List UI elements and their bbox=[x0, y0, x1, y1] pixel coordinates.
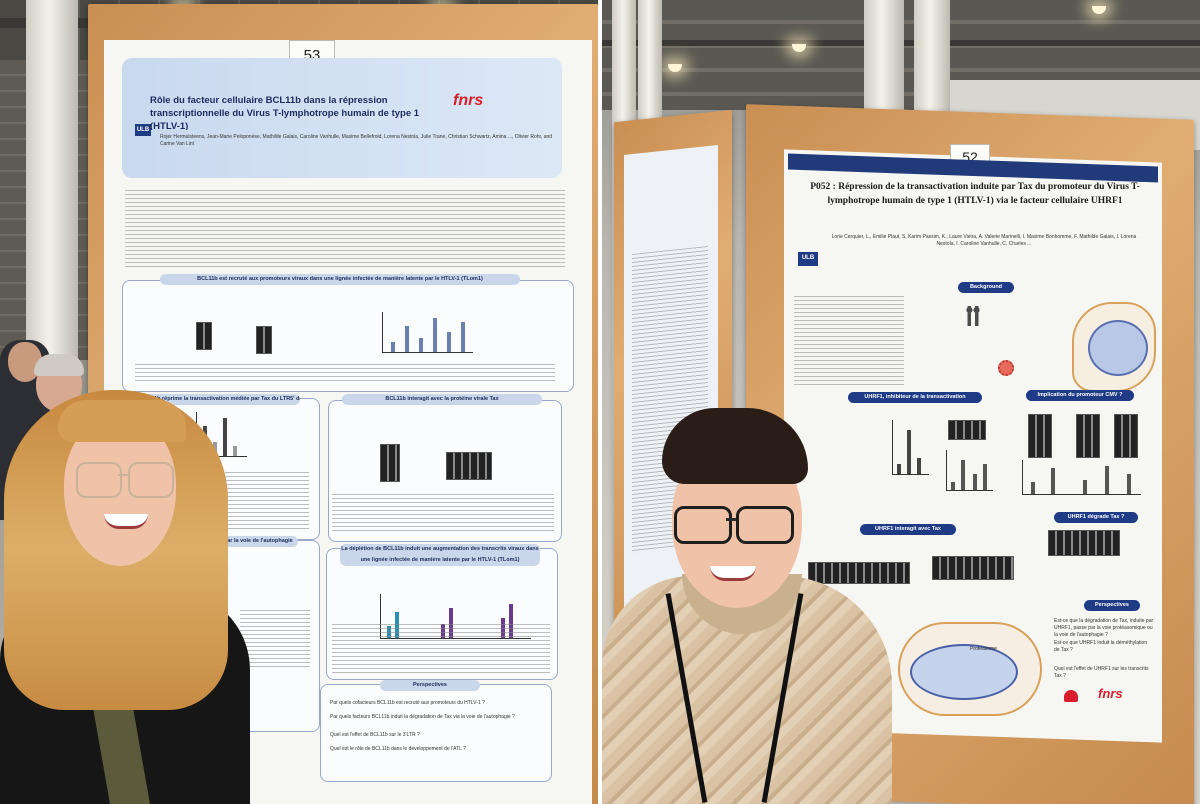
left-photo: 53 ULB Rôle du facteur cellulaire BCL11b… bbox=[0, 0, 598, 804]
western-blot bbox=[256, 326, 272, 354]
fnrs-logo: fnrs bbox=[1098, 686, 1123, 701]
poster-section bbox=[320, 684, 552, 782]
right-photo: 52 P052 : Répression de la transactivati… bbox=[602, 0, 1200, 804]
poster-authors: Lorie Cerquier, L., Emilie Plaut, S, Kar… bbox=[831, 234, 1137, 247]
western-blot bbox=[446, 452, 492, 480]
background-person-hair bbox=[34, 354, 84, 376]
section-heading: BCL11b interagit avec la protéine virale… bbox=[342, 394, 542, 405]
bar-chart bbox=[382, 312, 473, 353]
smile bbox=[710, 566, 756, 581]
perspective-item: Est-ce que UHRF1 induit la déméthylation… bbox=[1054, 640, 1148, 653]
section-heading: UHRF1, inhibiteur de la transactivation bbox=[848, 392, 982, 403]
ceiling-lamp bbox=[668, 64, 682, 72]
western-blot bbox=[380, 444, 400, 482]
heart-logo-icon bbox=[1064, 690, 1078, 702]
section-text bbox=[225, 472, 309, 532]
section-heading: UHRF1 interagit avec Tax bbox=[860, 524, 956, 535]
section-heading: Tax par la voie de l'autophagie bbox=[208, 536, 298, 547]
virus-icon bbox=[998, 360, 1014, 376]
nucleus bbox=[910, 644, 1018, 700]
section-heading: BCL11b réprime la transactivation médiée… bbox=[140, 394, 300, 405]
ceiling-lamp bbox=[792, 44, 806, 52]
man-hair bbox=[662, 408, 808, 484]
pillar bbox=[26, 0, 78, 360]
proteasome-label: Protéasome bbox=[970, 646, 997, 652]
perspective-item: Quel est l'effet de BCL11b sur le 3'LTR … bbox=[330, 732, 420, 738]
bar-chart bbox=[892, 420, 929, 475]
western-blot bbox=[1028, 414, 1052, 458]
glasses-lens bbox=[674, 506, 732, 544]
western-blot bbox=[1048, 530, 1120, 556]
poster-authors: Rojer Hermalsteens, Jean-Marie Peloponès… bbox=[160, 134, 553, 147]
glasses-bridge bbox=[118, 474, 128, 476]
section-heading: Perspectives bbox=[1084, 600, 1140, 611]
western-blot bbox=[948, 420, 986, 440]
western-blot bbox=[808, 562, 910, 584]
section-heading: Perspectives bbox=[380, 680, 480, 691]
bar-chart bbox=[1022, 460, 1141, 495]
nucleus bbox=[1088, 320, 1148, 376]
section-heading: Implication du promoteur CMV ? bbox=[1026, 390, 1134, 401]
section-heading: La déplétion de BCL11b induit une augmen… bbox=[340, 544, 540, 566]
poster-title: P052 : Répression de la transactivation … bbox=[810, 182, 1140, 206]
woman-fringe bbox=[58, 400, 186, 442]
ulb-logo: ULB bbox=[135, 124, 151, 136]
photo-divider bbox=[598, 0, 602, 804]
fnrs-logo: fnrs bbox=[453, 92, 484, 109]
section-text bbox=[794, 296, 904, 386]
western-blot bbox=[1114, 414, 1138, 458]
glasses-lens bbox=[128, 462, 174, 498]
section-text bbox=[240, 610, 310, 670]
perspective-item: Par quels facteurs BCL11b induit la dégr… bbox=[330, 714, 515, 720]
glasses-bridge bbox=[726, 518, 736, 521]
western-blot bbox=[932, 556, 1014, 580]
perspective-item: Quel est le rôle de BCL11b dans le dével… bbox=[330, 746, 466, 752]
section-heading: UHRF1 dégrade Tax ? bbox=[1054, 512, 1138, 523]
glasses-lens bbox=[76, 462, 122, 498]
glasses-lens bbox=[736, 506, 794, 544]
bar-chart bbox=[946, 450, 993, 491]
section-text bbox=[332, 494, 554, 534]
intro-paragraph bbox=[125, 190, 565, 270]
western-blot bbox=[196, 322, 212, 350]
people-icon bbox=[964, 306, 982, 326]
perspective-item: Par quels cofacteurs BCL11b est recruté … bbox=[330, 700, 485, 706]
poster-title: Rôle du facteur cellulaire BCL11b dans l… bbox=[150, 95, 420, 130]
smile bbox=[104, 514, 148, 529]
section-heading: Background bbox=[958, 282, 1014, 293]
poster-title-banner bbox=[122, 58, 562, 178]
figure-caption bbox=[135, 364, 555, 384]
perspective-item: Est-ce que la dégradation de Tax, induit… bbox=[1054, 618, 1154, 638]
perspective-item: Quel est l'effet de UHRF1 sur les transc… bbox=[1054, 666, 1149, 679]
section-text bbox=[332, 624, 550, 674]
ceiling-lamp bbox=[1092, 6, 1106, 14]
ulb-logo: ULB bbox=[798, 252, 818, 266]
western-blot bbox=[1076, 414, 1100, 458]
section-heading: BCL11b est recruté aux promoteurs viraux… bbox=[160, 274, 520, 285]
